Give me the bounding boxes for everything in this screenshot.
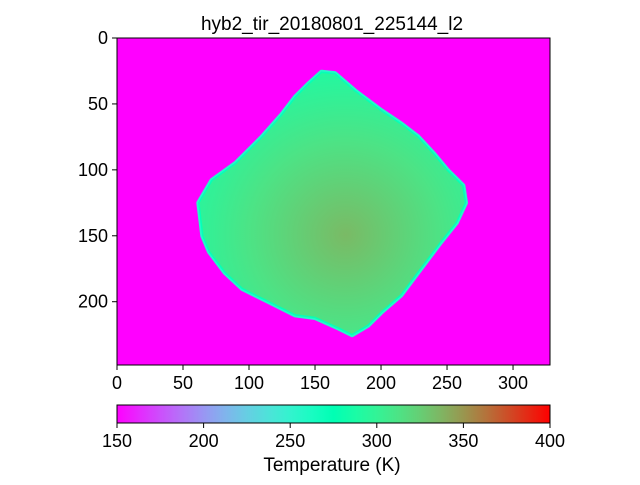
x-tick-label: 150 (300, 373, 330, 393)
asteroid-shape (198, 71, 467, 336)
x-tick-label: 0 (112, 373, 122, 393)
x-tick-label: 100 (234, 373, 264, 393)
colorbar: 150 200 250 300 350 400 Temperature (K) (102, 404, 565, 476)
plot-frame (116, 37, 551, 366)
y-axis: 0 50 100 150 200 (78, 28, 117, 312)
x-axis: 0 50 100 150 200 250 300 (112, 365, 528, 393)
colorbar-tick-label: 250 (275, 431, 305, 451)
colorbar-label: Temperature (K) (263, 455, 400, 476)
plot-area (116, 37, 551, 366)
x-tick-label: 200 (366, 373, 396, 393)
x-tick-label: 300 (498, 373, 528, 393)
y-tick-label: 150 (78, 226, 108, 246)
y-tick-label: 0 (98, 28, 108, 48)
colorbar-ticks: 150 200 250 300 350 400 (102, 423, 565, 451)
y-tick-label: 50 (88, 94, 108, 114)
x-tick-label: 50 (173, 373, 193, 393)
colorbar-tick-label: 300 (362, 431, 392, 451)
y-tick-label: 100 (78, 160, 108, 180)
x-tick-label: 250 (432, 373, 462, 393)
colorbar-tick-label: 200 (189, 431, 219, 451)
colorbar-tick-label: 400 (535, 431, 565, 451)
y-tick-label: 200 (78, 292, 108, 312)
colorbar-gradient (116, 404, 551, 424)
colorbar-tick-label: 350 (448, 431, 478, 451)
colorbar-tick-label: 150 (102, 431, 132, 451)
chart-title: hyb2_tir_20180801_225144_l2 (201, 14, 463, 35)
